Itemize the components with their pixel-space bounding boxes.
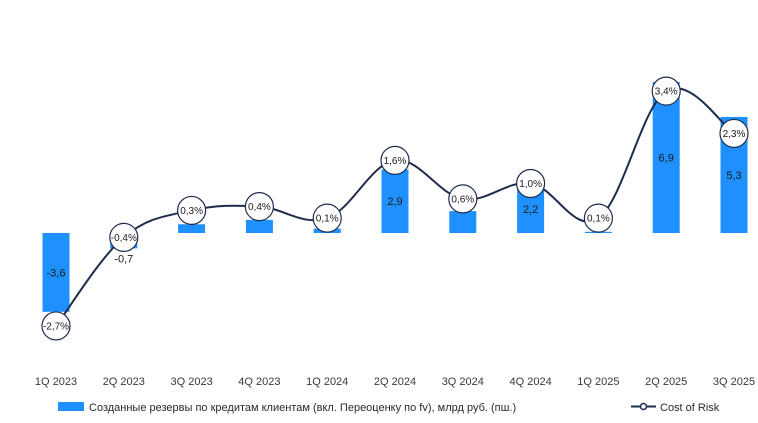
cost-of-risk-marker — [41, 311, 71, 341]
cost-of-risk-label: 1,6% — [384, 156, 407, 167]
cost-of-risk-label: 1,0% — [519, 179, 542, 190]
legend-line-label: Cost of Risk — [660, 402, 720, 414]
cost-of-risk-marker — [177, 195, 207, 226]
bar — [42, 233, 70, 312]
cost-of-risk-label: 0,3% — [180, 206, 203, 217]
x-tick-label: 2Q 2023 — [103, 376, 145, 388]
x-tick-label: 4Q 2023 — [238, 376, 280, 388]
bar — [652, 81, 680, 233]
legend-bar-label: Созданные резервы по кредитам клиентам (… — [89, 402, 516, 414]
cost-of-risk-markers: -2,7% -0,4% 0,3% 0,4% 0,1% 1,6% 0,6% 1,0% 0,1% 3,… — [41, 76, 749, 341]
x-tick-label: 4Q 2024 — [509, 376, 551, 388]
bar-value-label: 5,3 — [726, 170, 741, 182]
bar — [449, 211, 477, 233]
x-tick-label: 2Q 2025 — [645, 376, 687, 388]
legend-bar-swatch — [58, 402, 84, 411]
bar — [381, 169, 409, 233]
bar-value-label: -0,7 — [114, 253, 133, 265]
bar-value-label: 2,2 — [523, 204, 538, 216]
cost-of-risk-marker — [448, 184, 478, 214]
cost-of-risk-marker — [312, 203, 342, 233]
cost-of-risk-label: -0,4% — [111, 233, 137, 244]
cost-of-risk-label: 0,6% — [451, 194, 474, 205]
legend: Созданные резервы по кредитам клиентам (… — [58, 402, 720, 414]
cost-of-risk-label: 0,1% — [316, 214, 339, 225]
x-axis-ticks: 1Q 2023 2Q 2023 3Q 2023 4Q 2023 1Q 2024 2Q 20… — [35, 376, 755, 388]
x-tick-label: 1Q 2023 — [35, 376, 77, 388]
cost-of-risk-marker — [109, 222, 139, 252]
cost-of-risk-marker — [244, 192, 274, 222]
x-tick-label: 3Q 2023 — [170, 376, 212, 388]
x-tick-label: 3Q 2024 — [442, 376, 484, 388]
cost-of-risk-marker — [719, 118, 749, 149]
bar-value-label: 6,9 — [659, 152, 674, 164]
cost-of-risk-marker — [515, 168, 546, 199]
cost-of-risk-label: -2,7% — [43, 321, 69, 332]
cost-of-risk-label: 2,3% — [723, 129, 746, 140]
legend-line-marker — [639, 402, 648, 411]
cost-of-risk-marker — [651, 76, 681, 106]
bar — [245, 219, 273, 233]
cost-of-risk-label: 0,4% — [248, 202, 271, 213]
bar — [178, 224, 206, 233]
x-tick-label: 2Q 2024 — [374, 376, 416, 388]
cost-of-risk-marker — [583, 203, 614, 233]
bar-value-label: -3,6 — [47, 267, 66, 279]
cost-of-risk-marker — [380, 145, 410, 175]
x-tick-label: 3Q 2025 — [713, 376, 755, 388]
x-tick-label: 1Q 2024 — [306, 376, 348, 388]
cost-of-risk-label: 0,1% — [587, 214, 610, 225]
cost-of-risk-label: 3,4% — [655, 87, 678, 98]
x-tick-label: 1Q 2025 — [577, 376, 619, 388]
bar-value-label: 2,9 — [387, 196, 402, 208]
